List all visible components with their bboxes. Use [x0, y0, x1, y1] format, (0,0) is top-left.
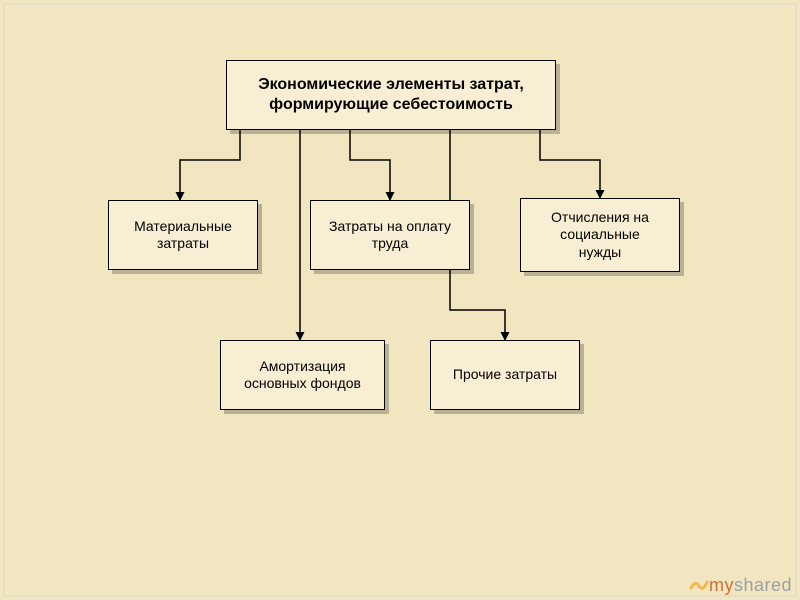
edge-root-n1 [180, 130, 240, 200]
watermark-prefix: my [709, 575, 734, 595]
node-n4: Амортизация основных фондов [220, 340, 385, 410]
node-n5: Прочие затраты [430, 340, 580, 410]
brand-icon [689, 574, 709, 594]
node-n2: Затраты на оплату труда [310, 200, 470, 270]
watermark: myshared [689, 574, 792, 596]
node-n3: Отчисления на социальные нужды [520, 198, 680, 272]
edge-root-n2 [350, 130, 390, 200]
node-n1: Материальные затраты [108, 200, 258, 270]
edge-root-n3 [540, 130, 600, 198]
watermark-suffix: shared [734, 575, 792, 595]
node-root: Экономические элементы затрат, формирующ… [226, 60, 556, 130]
diagram-canvas: myshared Экономические элементы затрат, … [0, 0, 800, 600]
